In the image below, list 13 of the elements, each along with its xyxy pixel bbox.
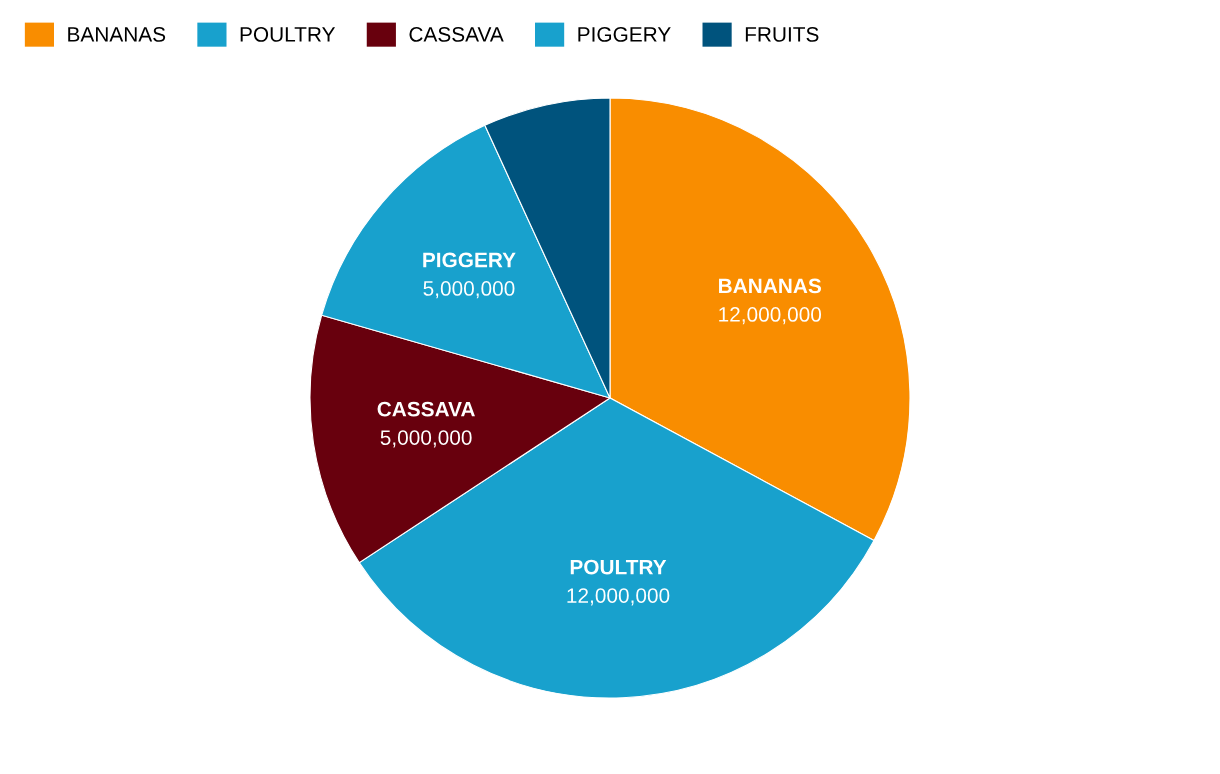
data-label: 12,000,000: [719, 307, 822, 325]
data-label: 12,000,000: [567, 588, 670, 606]
slice-label: POULTRY: [570, 559, 667, 575]
legend-label: PIGGERY: [578, 27, 671, 42]
legend-label: POULTRY: [240, 27, 336, 42]
legend-label: BANANAS: [68, 27, 166, 42]
legend-label: CASSAVA: [409, 27, 504, 42]
legend-label: FRUITS: [745, 27, 819, 42]
data-label: 5,000,000: [380, 430, 472, 448]
data-label: 5,000,000: [423, 281, 515, 299]
slice-label: CASSAVA: [377, 401, 475, 417]
slice-label: PIGGERY: [423, 252, 516, 268]
slice-label: BANANAS: [719, 278, 821, 294]
